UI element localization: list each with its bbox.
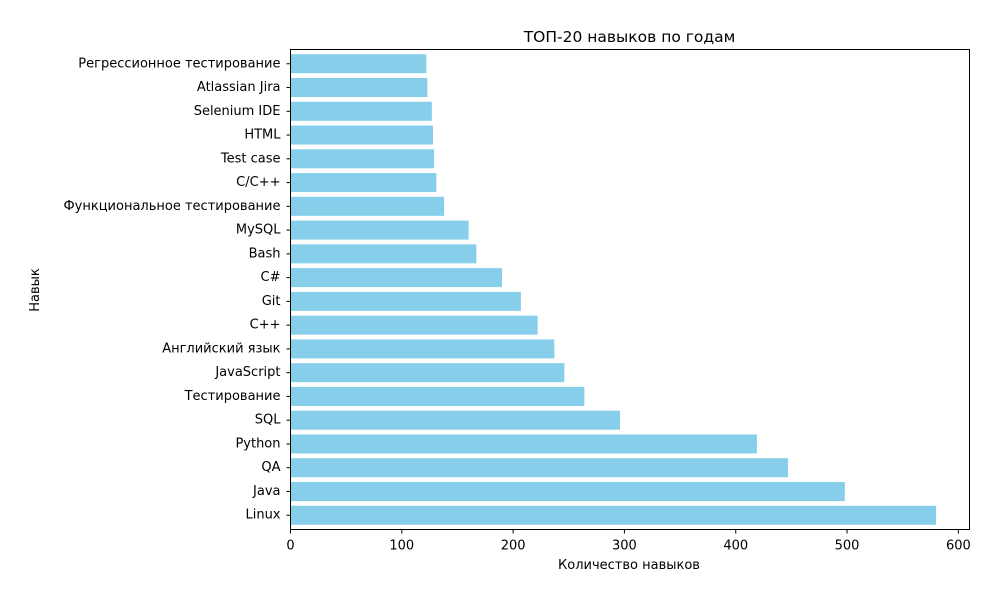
bar	[290, 101, 432, 121]
y-tick-label: Selenium IDE	[194, 104, 281, 119]
x-tick-label: 600	[946, 539, 971, 554]
y-tick-label: MySQL	[236, 223, 281, 238]
y-tick-label: QA	[261, 460, 280, 475]
x-axis: 0 100 200 300 400 500 600	[286, 529, 971, 554]
x-tick-label: 100	[389, 539, 414, 554]
y-tick-label: Git	[262, 294, 281, 309]
y-tick-label: C++	[250, 318, 281, 333]
y-tick-label: C#	[261, 270, 281, 285]
y-tick-label: Bash	[249, 246, 281, 261]
x-tick-label: 0	[286, 539, 294, 554]
bar	[290, 458, 789, 478]
chart-title: ТОП-20 навыков по годам	[523, 28, 736, 46]
bar	[290, 386, 585, 406]
bar	[290, 149, 435, 169]
x-tick-label: 500	[835, 539, 860, 554]
y-tick-label: JavaScript	[214, 365, 280, 380]
bar	[290, 220, 469, 240]
y-tick-label: Linux	[245, 508, 280, 523]
y-tick-label: Java	[252, 484, 280, 499]
bar	[290, 339, 555, 359]
bar	[290, 410, 620, 430]
plot-area	[290, 54, 937, 525]
y-tick-label: Atlassian Jira	[197, 80, 281, 95]
y-axis: Linux Java QA Python SQL Тестирование JavaScri…	[63, 56, 291, 523]
y-tick-label: Регрессионное тестирование	[78, 56, 280, 71]
y-tick-label: Функциональное тестирование	[63, 199, 280, 214]
y-tick-label: Python	[235, 436, 280, 451]
bar	[290, 78, 428, 98]
x-tick-label: 200	[501, 539, 526, 554]
y-tick-label: SQL	[255, 413, 281, 428]
bar	[290, 173, 437, 193]
bar	[290, 481, 845, 501]
bar	[290, 434, 757, 454]
x-axis-label: Количество навыков	[558, 558, 700, 573]
bar	[290, 268, 502, 288]
x-tick-label: 300	[612, 539, 637, 554]
y-axis-label: Навык	[28, 268, 43, 312]
bar	[290, 244, 477, 264]
y-tick-label: Тестирование	[184, 389, 281, 404]
y-tick-label: Test case	[220, 151, 281, 166]
bar	[290, 363, 565, 383]
bar	[290, 291, 521, 311]
y-tick-label: HTML	[244, 128, 281, 143]
bar	[290, 196, 445, 216]
bar	[290, 315, 538, 335]
y-tick-label: Английский язык	[162, 341, 280, 356]
bar	[290, 54, 427, 74]
y-tick-label: C/C++	[236, 175, 280, 190]
bar	[290, 505, 937, 525]
x-tick-label: 400	[723, 539, 748, 554]
plot-frame	[290, 49, 970, 530]
bar	[290, 125, 433, 145]
